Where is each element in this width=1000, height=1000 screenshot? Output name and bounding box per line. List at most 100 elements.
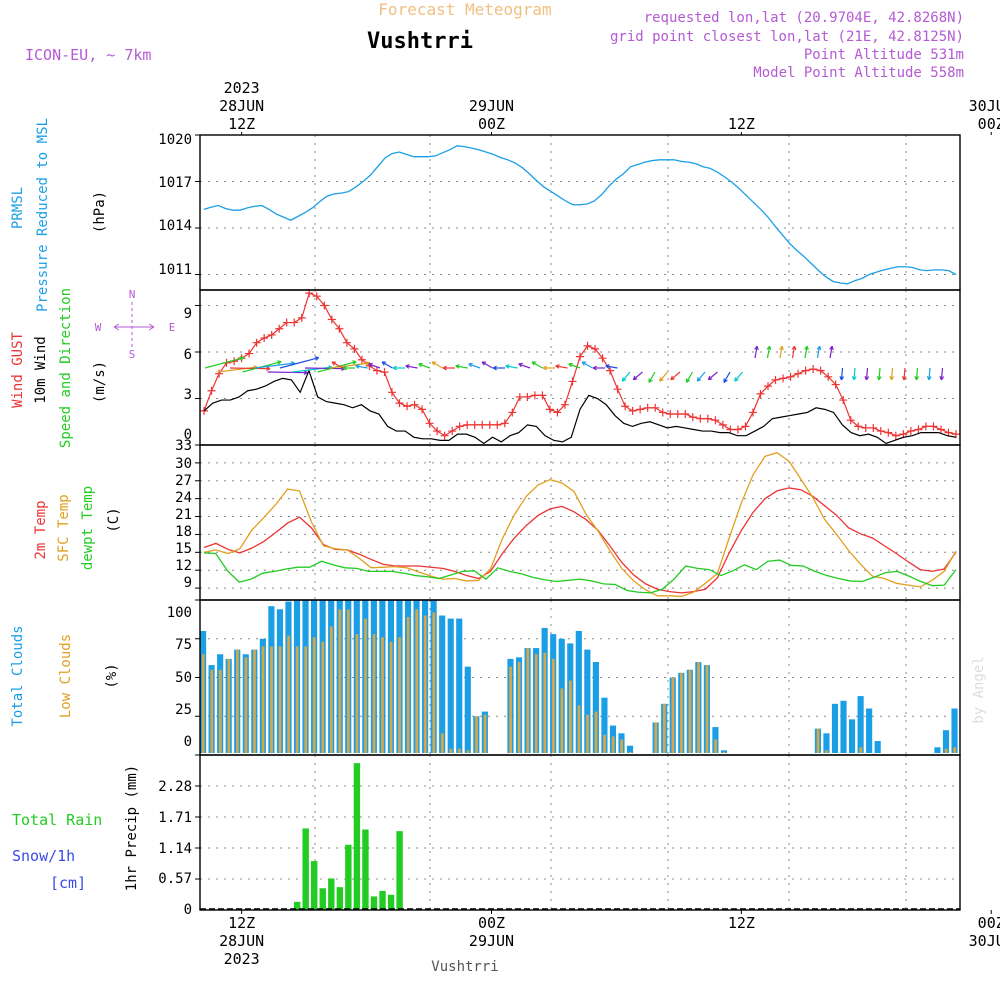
wind-direction-arrow	[754, 346, 758, 359]
footer-location: Vushtrri	[431, 959, 498, 975]
low-cloud-bar	[714, 739, 717, 753]
low-cloud-bar	[218, 669, 222, 753]
wind-direction-arrow	[418, 363, 431, 369]
wind-gust-point	[779, 374, 788, 383]
compass-west: W	[95, 321, 102, 334]
wind-gust-point	[861, 423, 870, 432]
low-cloud-bar	[270, 646, 273, 753]
wind-direction-arrowhead	[723, 378, 728, 383]
temp-tick: 21	[175, 507, 192, 523]
temp-label-sfc: SFC Temp	[56, 494, 72, 561]
wind-gust-point	[869, 423, 878, 432]
low-cloud-bar	[611, 736, 615, 753]
precip-label-rain: Total Rain	[12, 811, 102, 829]
wind-direction-arrow	[804, 346, 808, 359]
low-cloud-bar	[338, 609, 342, 753]
low-cloud-bar	[483, 714, 487, 753]
wind-y-ticks: 9 6 3 0	[184, 306, 192, 443]
wind-direction-arrow	[505, 365, 518, 369]
wind-gust-point	[891, 431, 900, 440]
wind-direction-arrow	[331, 361, 343, 369]
wind-direction-arrow	[632, 371, 643, 381]
wind-direction-arrow	[381, 361, 393, 369]
time-label-bottom: 28JUN	[219, 932, 264, 950]
low-cloud-bar	[662, 703, 666, 753]
wind-direction-arrowhead	[914, 376, 920, 381]
pressure-tick: 1020	[158, 132, 192, 148]
wind-direction-arrowhead	[368, 362, 373, 368]
cloud-label-low: Low Clouds	[58, 634, 74, 718]
rain-bar	[353, 763, 361, 910]
location-title: Vushtrri	[367, 29, 473, 54]
wind-direction-arrow	[670, 371, 681, 381]
total-cloud-bar	[823, 733, 830, 753]
wind-gust-point	[666, 410, 675, 418]
wind-direction-arrow	[685, 371, 694, 383]
cloud-unit: (%)	[104, 663, 120, 688]
precip-unit: 1hr Precip (mm)	[124, 765, 140, 891]
temp-label-dewpt: dewpt Temp	[80, 486, 96, 570]
wind-gust-point	[658, 408, 667, 417]
precip-y-ticks: 2.28 1.71 1.14 0.57 0	[158, 779, 192, 918]
total-cloud-bar	[866, 708, 873, 753]
wind-gust-point	[372, 366, 381, 375]
low-cloud-bar	[261, 646, 265, 753]
wind-gust-point	[320, 301, 329, 310]
wind-gust-point	[410, 400, 419, 409]
temp-tick: 27	[175, 473, 192, 489]
precip-tick: 1.14	[158, 841, 192, 857]
wind-direction-arrow	[568, 363, 581, 369]
low-cloud-bar	[287, 635, 291, 753]
wind-gust-point	[726, 425, 735, 434]
wind-gust-point	[508, 408, 517, 417]
wind-direction-arrowhead	[816, 345, 822, 351]
low-cloud-bar	[364, 618, 367, 753]
wind-gust-point	[801, 366, 810, 375]
low-cloud-bar	[449, 748, 453, 753]
low-cloud-bar	[688, 669, 692, 753]
time-label-bottom: 30JUN	[969, 932, 1000, 950]
wind-direction-arrowhead	[277, 360, 282, 365]
wind-direction-arrowhead	[581, 361, 587, 366]
rain-bar	[328, 878, 335, 910]
precip-tick: 0.57	[158, 871, 192, 887]
wind-gust-point	[884, 428, 893, 437]
wind-direction-arrow	[816, 346, 821, 359]
low-cloud-bar	[372, 634, 376, 753]
wind-gust-point	[207, 386, 216, 395]
wind-gust-point	[560, 400, 569, 409]
low-cloud-bar	[543, 652, 547, 753]
temp-tick: 15	[175, 541, 192, 557]
wind-gust-point	[906, 427, 915, 436]
low-cloud-bar	[526, 648, 530, 753]
low-cloud-bar	[440, 733, 444, 753]
rain-bar	[387, 894, 395, 910]
low-cloud-bar	[329, 626, 333, 753]
plot-layer	[199, 134, 961, 911]
total-cloud-bar	[874, 741, 881, 753]
wind-gust-point	[876, 427, 885, 436]
wind-gust-point	[470, 420, 479, 429]
rain-bar	[396, 831, 403, 910]
total-cloud-bar	[942, 730, 950, 753]
wind-direction-arrowhead	[481, 361, 487, 366]
wind-gust-point	[643, 403, 652, 412]
wind-gust-point	[297, 313, 306, 322]
wind-gust-point	[786, 372, 795, 381]
low-cloud-bar	[534, 654, 538, 753]
temp-panel-labels: 2m Temp SFC Temp dewpt Temp (C)	[33, 486, 122, 570]
time-label-top: 12Z	[228, 115, 255, 133]
wind-gust-point	[636, 405, 645, 414]
wind-gust-point	[809, 365, 818, 374]
wind-gust-point	[350, 344, 359, 353]
wind-direction-arrowhead	[455, 364, 460, 369]
temp-tick: 18	[175, 524, 192, 540]
wind-gust-point	[245, 349, 254, 358]
total-cloud-bar	[447, 618, 454, 753]
wind-gust-point	[388, 388, 396, 397]
wind-gust-point	[538, 391, 547, 400]
low-cloud-bar	[517, 662, 521, 753]
wind-direction-arrow	[518, 363, 531, 369]
wind-gust-point	[433, 427, 442, 436]
